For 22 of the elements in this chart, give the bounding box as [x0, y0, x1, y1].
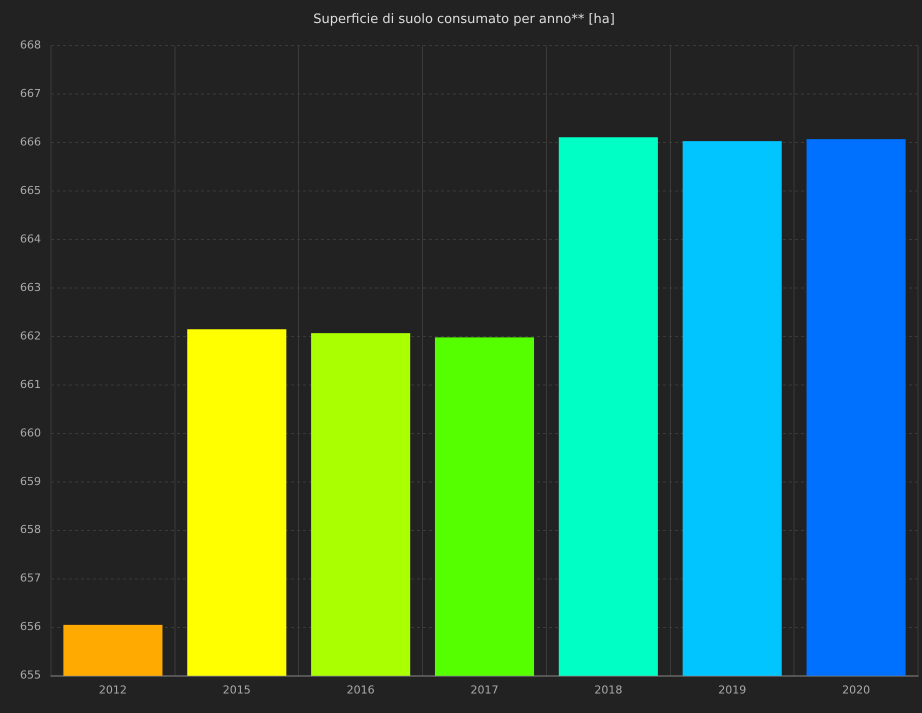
- x-tick-label: 2017: [470, 683, 498, 696]
- y-tick-label: 660: [20, 426, 41, 440]
- y-tick-label: 656: [20, 620, 41, 634]
- y-tick-label: 663: [20, 280, 41, 294]
- y-tick-label: 655: [20, 668, 41, 682]
- y-tick-label: 659: [20, 474, 41, 488]
- y-tick-label: 668: [20, 38, 41, 52]
- y-tick-label: 666: [20, 135, 41, 148]
- y-tick-label: 657: [20, 572, 41, 585]
- y-tick-label: 664: [20, 232, 41, 246]
- y-tick-label: 667: [20, 86, 41, 100]
- x-tick-label: 2018: [594, 683, 622, 696]
- y-tick-label: 658: [20, 523, 41, 536]
- x-tick-label: 2012: [98, 683, 127, 696]
- y-tick-label: 662: [20, 329, 41, 342]
- y-tick-label: 665: [20, 184, 41, 197]
- x-tick-label: 2019: [718, 683, 746, 696]
- chart-title: Superficie di suolo consumato per anno** [ha]: [313, 12, 615, 28]
- y-tick-label: 661: [20, 378, 41, 391]
- x-tick-label: 2016: [346, 683, 375, 696]
- x-tick-label: 2015: [222, 683, 251, 696]
- x-tick-label: 2020: [842, 683, 870, 696]
